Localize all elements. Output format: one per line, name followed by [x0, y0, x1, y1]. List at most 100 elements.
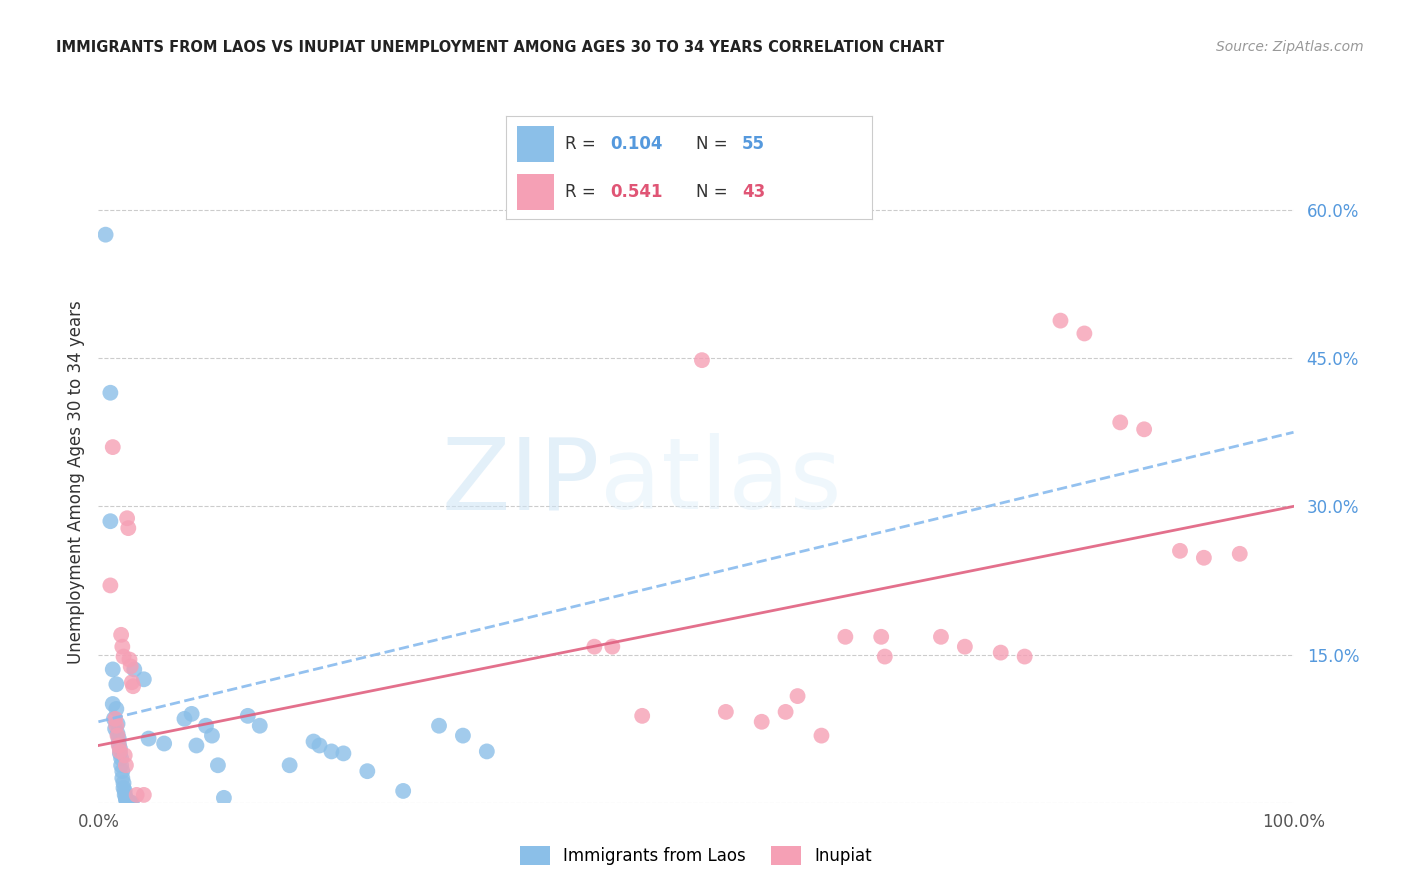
Point: [110, 758, 132, 772]
Point: [1168, 544, 1191, 558]
FancyBboxPatch shape: [517, 175, 554, 211]
Point: [138, 731, 160, 746]
Point: [103, 712, 125, 726]
Point: [321, 744, 343, 758]
Point: [775, 705, 797, 719]
Point: [870, 630, 893, 644]
Point: [132, 673, 155, 687]
Point: [392, 784, 415, 798]
Point: [690, 353, 713, 368]
Point: [121, 675, 143, 690]
Point: [110, 751, 132, 765]
Point: [120, 796, 142, 810]
Text: ZIP: ZIP: [441, 434, 600, 530]
Point: [600, 640, 623, 654]
Point: [112, 776, 135, 790]
Point: [107, 739, 129, 753]
Point: [186, 739, 208, 753]
Point: [107, 716, 129, 731]
Point: [990, 646, 1012, 660]
Text: 0.104: 0.104: [610, 136, 662, 153]
Point: [117, 521, 139, 535]
Point: [132, 788, 155, 802]
Point: [110, 628, 132, 642]
Text: 0.541: 0.541: [610, 184, 662, 202]
Point: [98, 514, 122, 528]
Point: [117, 796, 139, 810]
Point: [122, 679, 145, 693]
Point: [111, 764, 134, 779]
Point: [427, 719, 450, 733]
Point: [115, 758, 138, 772]
Point: [115, 793, 138, 807]
Text: IMMIGRANTS FROM LAOS VS INUPIAT UNEMPLOYMENT AMONG AGES 30 TO 34 YEARS CORRELATI: IMMIGRANTS FROM LAOS VS INUPIAT UNEMPLOY…: [56, 40, 945, 55]
Point: [125, 788, 148, 802]
Point: [114, 784, 136, 798]
Text: Source: ZipAtlas.com: Source: ZipAtlas.com: [1216, 40, 1364, 54]
Text: R =: R =: [565, 136, 600, 153]
Y-axis label: Unemployment Among Ages 30 to 34 years: Unemployment Among Ages 30 to 34 years: [66, 300, 84, 664]
Point: [249, 719, 271, 733]
Text: N =: N =: [696, 184, 733, 202]
Point: [786, 689, 808, 703]
Point: [120, 659, 142, 673]
Point: [194, 719, 217, 733]
Point: [583, 640, 606, 654]
Point: [873, 649, 896, 664]
Point: [124, 662, 146, 676]
Point: [302, 734, 325, 748]
Point: [111, 771, 134, 785]
Point: [1133, 422, 1156, 436]
Point: [114, 748, 136, 763]
Point: [104, 712, 127, 726]
Point: [1073, 326, 1095, 341]
FancyBboxPatch shape: [517, 127, 554, 162]
Point: [101, 697, 124, 711]
Point: [118, 796, 141, 810]
Point: [153, 737, 176, 751]
Point: [108, 747, 131, 761]
Point: [115, 511, 138, 525]
Point: [332, 747, 354, 761]
Text: N =: N =: [696, 136, 733, 153]
Point: [1229, 547, 1251, 561]
Point: [107, 737, 129, 751]
Point: [207, 758, 229, 772]
Point: [98, 385, 122, 400]
Point: [475, 744, 498, 758]
Point: [751, 714, 773, 729]
Point: [105, 702, 128, 716]
Point: [105, 677, 128, 691]
Point: [810, 729, 832, 743]
Point: [278, 758, 301, 772]
Point: [1192, 550, 1215, 565]
Point: [94, 227, 117, 242]
Point: [201, 729, 224, 743]
Point: [108, 741, 131, 756]
Point: [1014, 649, 1036, 664]
Point: [107, 731, 129, 746]
Point: [1049, 313, 1071, 327]
Point: [953, 640, 976, 654]
Text: atlas: atlas: [600, 434, 842, 530]
Point: [104, 722, 127, 736]
Point: [236, 709, 259, 723]
Point: [631, 709, 654, 723]
Point: [115, 795, 138, 809]
Point: [451, 729, 474, 743]
Point: [834, 630, 856, 644]
Point: [107, 729, 129, 743]
Point: [929, 630, 952, 644]
Point: [115, 790, 138, 805]
Point: [114, 788, 136, 802]
Point: [107, 726, 129, 740]
Point: [118, 652, 141, 666]
Point: [115, 794, 138, 808]
Point: [112, 780, 135, 795]
Point: [101, 662, 124, 676]
Point: [121, 796, 143, 810]
Point: [212, 790, 235, 805]
Point: [1109, 416, 1132, 430]
Point: [111, 640, 134, 654]
Point: [112, 649, 135, 664]
